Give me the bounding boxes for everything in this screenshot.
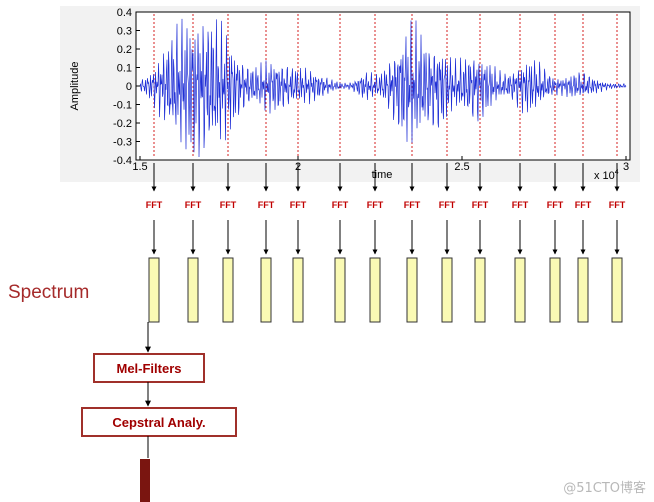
fft-label: FFT <box>547 200 564 210</box>
spectrum-bar <box>334 257 346 323</box>
y-tick-label: 0.1 <box>117 63 132 75</box>
mel-filters-label: Mel-Filters <box>116 361 181 376</box>
fft-label: FFT <box>290 200 307 210</box>
watermark: @51CTO博客 <box>563 480 646 496</box>
spectrum-bar <box>611 257 623 323</box>
y-tick-label: -0.3 <box>113 137 132 149</box>
fft-label: FFT <box>404 200 421 210</box>
fft-label: FFT <box>332 200 349 210</box>
speech-waveform <box>139 18 627 158</box>
fft-label: FFT <box>258 200 275 210</box>
x-tick-label: 1.5 <box>132 161 147 173</box>
y-axis-ticks: 0.4 0.3 0.2 0.1 0 -0.1 -0.2 -0.3 -0.4 <box>113 7 140 167</box>
waveform-plot: 0.40.30.20.10-0.1-0.2-0.3-0.4 1.522.53 A… <box>60 6 640 182</box>
spectrum-bar <box>514 257 526 323</box>
spectrum-bar <box>222 257 234 323</box>
fft-label: FFT <box>146 200 163 210</box>
spectrum-bar <box>292 257 304 323</box>
y-tick-label: 0.3 <box>117 26 132 38</box>
x-axis-ticks: 1.522.53 <box>132 156 629 173</box>
y-tick-label: 0.2 <box>117 44 132 56</box>
y-tick-label: -0.1 <box>113 100 132 112</box>
mel-filters-box <box>93 353 205 383</box>
spectrum-bar <box>148 257 160 323</box>
spectrum-label: Spectrum <box>8 282 89 303</box>
spectrum-bar <box>474 257 486 323</box>
fft-label: FFT <box>575 200 592 210</box>
x-tick-label: 2.5 <box>454 161 469 173</box>
fft-label: FFT <box>220 200 237 210</box>
spectrum-bar <box>577 257 589 323</box>
fft-label: FFT <box>472 200 489 210</box>
cepstral-analysis-label: Cepstral Analy. <box>112 415 205 430</box>
spectrum-bar <box>369 257 381 323</box>
fft-label: FFT <box>185 200 202 210</box>
fft-label: FFT <box>609 200 626 210</box>
x-axis-title: time <box>372 169 393 181</box>
fft-columns: FFT FFT FFT FFT FFT FFT FFT FFT FFT FFT FFT FFT FFT F… <box>146 163 626 323</box>
y-tick-label: 0 <box>126 81 132 93</box>
y-tick-label: -0.4 <box>113 155 132 167</box>
spectrum-bar <box>260 257 272 323</box>
spectrum-bar <box>406 257 418 323</box>
y-axis-title: Amplitude <box>69 62 81 111</box>
y-tick-label: 0.4 <box>117 7 132 19</box>
spectrum-bar <box>187 257 199 323</box>
x-tick-label: 3 <box>623 161 629 173</box>
cepstral-analysis-box <box>81 407 237 437</box>
fft-label: FFT <box>439 200 456 210</box>
spectrum-bar <box>549 257 561 323</box>
y-tick-label: -0.2 <box>113 118 132 130</box>
cepstral-output-bar <box>140 459 150 502</box>
spectrum-bar <box>441 257 453 323</box>
fft-label: FFT <box>512 200 529 210</box>
fft-label: FFT <box>367 200 384 210</box>
